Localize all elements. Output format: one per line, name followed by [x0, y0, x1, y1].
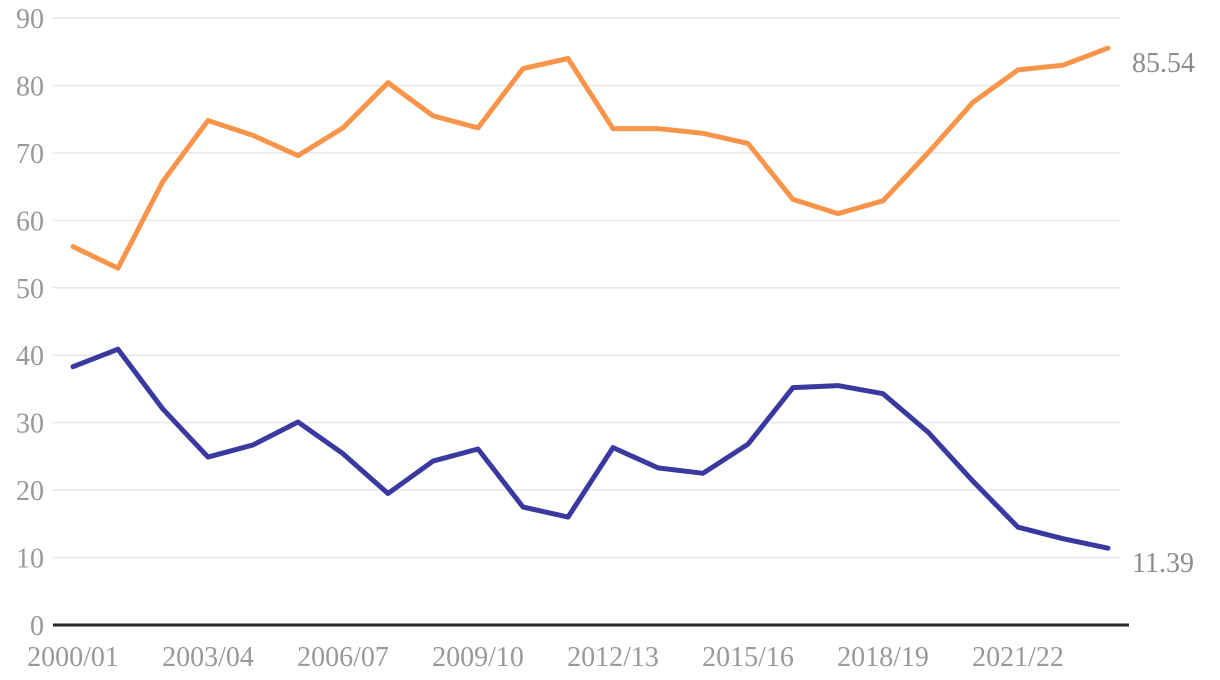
x-tick-label: 2009/10: [432, 642, 524, 673]
blue-series-end-label: 11.39: [1132, 548, 1194, 579]
x-tick-label: 2012/13: [567, 642, 659, 673]
x-tick-label: 2006/07: [297, 642, 389, 673]
orange-series-end-label: 85.54: [1132, 48, 1195, 79]
y-tick-label: 60: [16, 206, 44, 237]
y-tick-label: 0: [30, 611, 44, 642]
y-tick-label: 50: [16, 274, 44, 305]
y-tick-label: 20: [16, 476, 44, 507]
x-tick-label: 2021/22: [972, 642, 1064, 673]
y-tick-label: 70: [16, 139, 44, 170]
x-tick-label: 2003/04: [162, 642, 254, 673]
orange-series-line: [70, 45, 1111, 271]
y-tick-label: 90: [16, 4, 44, 35]
x-tick-label: 2000/01: [27, 642, 119, 673]
x-tick-label: 2015/16: [702, 642, 794, 673]
x-tick-label: 2018/19: [837, 642, 929, 673]
y-tick-label: 30: [16, 409, 44, 440]
y-tick-label: 10: [16, 544, 44, 575]
blue-series-line: [70, 346, 1111, 551]
y-tick-label: 40: [16, 341, 44, 372]
y-tick-label: 80: [16, 71, 44, 102]
